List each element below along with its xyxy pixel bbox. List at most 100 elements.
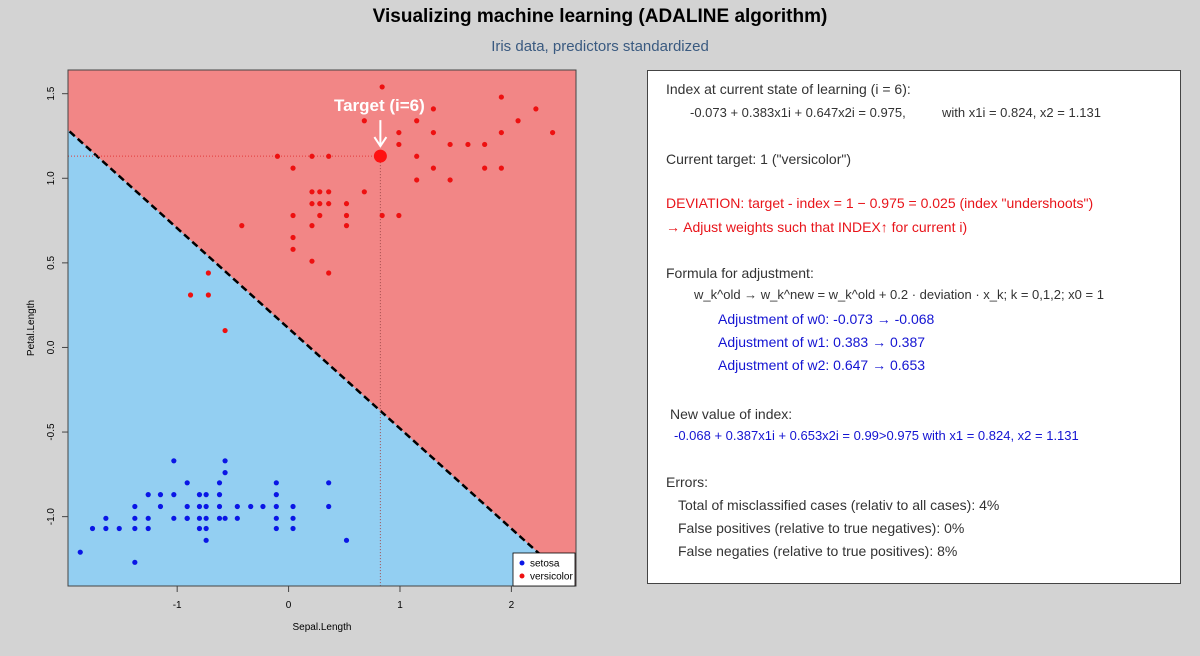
setosa-point — [343, 537, 350, 543]
setosa-point — [222, 470, 228, 476]
versicolor-point — [361, 118, 367, 124]
setosa-point — [273, 503, 279, 510]
adjustment-formula: w_k^old → w_k^new = w_k^old + 0.2 · devi… — [694, 287, 1104, 302]
legend-label-setosa: setosa — [530, 559, 560, 570]
versicolor-point — [396, 212, 402, 219]
versicolor-point — [343, 212, 350, 219]
setosa-point — [222, 515, 228, 521]
target-arrow — [373, 120, 388, 148]
versicolor-point — [343, 201, 350, 207]
setosa-point — [248, 503, 254, 510]
setosa-point — [157, 503, 164, 510]
setosa-point — [216, 515, 223, 521]
setosa-point — [184, 515, 190, 521]
errors-heading: Errors: — [666, 474, 708, 490]
versicolor-point — [205, 292, 211, 298]
versicolor-point — [274, 153, 281, 159]
setosa-point — [196, 515, 203, 521]
setosa-point — [171, 492, 177, 498]
legend-box — [512, 552, 576, 587]
versicolor-point — [326, 153, 332, 159]
versicolor-point — [326, 270, 332, 276]
index-with-values: with x1i = 0.824, x2 = 1.131 — [942, 105, 1101, 120]
scatter-plot: Target (i=6) -1 0 1 2 -1.0 -0.5 0.0 0.5 1.0 1.5 S… — [26, 69, 577, 633]
setosa-point — [203, 537, 209, 543]
target-label: Target (i=6) — [334, 96, 425, 115]
versicolor-point — [326, 201, 332, 207]
y-tick-label: 0.0 — [46, 340, 57, 354]
versicolor-point — [550, 129, 556, 136]
versicolor-point — [326, 189, 332, 195]
setosa-point — [132, 503, 138, 510]
setosa-point — [132, 515, 138, 521]
versicolor-point — [379, 212, 385, 219]
versicolor-point — [343, 223, 350, 229]
legend-marker-versicolor — [519, 573, 525, 579]
setosa-point — [196, 492, 203, 498]
x-tick-label: 1 — [397, 600, 403, 611]
setosa-point — [273, 525, 279, 532]
y-tick-label: -1.0 — [46, 508, 57, 526]
versicolor-point — [414, 118, 420, 124]
current-target: Current target: 1 ("versicolor") — [666, 151, 851, 167]
setosa-point — [145, 515, 151, 521]
setosa-point — [77, 549, 83, 555]
versicolor-point — [187, 292, 194, 298]
error-false-negatives: False negaties (relative to true positiv… — [678, 543, 958, 559]
x-tick-label: 0 — [286, 600, 292, 611]
y-tick-label: 1.0 — [46, 171, 57, 185]
setosa-point — [196, 525, 203, 532]
legend: setosa versicolor — [512, 552, 576, 587]
setosa-point — [157, 492, 164, 498]
setosa-point — [216, 492, 223, 498]
x-tick-label: 2 — [509, 600, 515, 611]
x-tick-label: -1 — [173, 600, 182, 611]
setosa-point — [171, 515, 177, 521]
legend-label-versicolor: versicolor — [530, 572, 573, 583]
versicolor-point — [309, 223, 315, 229]
setosa-point — [234, 515, 240, 521]
x-axis-label: Sepal.Length — [293, 622, 352, 633]
learning-info-panel: Index at current state of learning (i = … — [647, 70, 1181, 584]
setosa-point — [203, 525, 209, 532]
versicolor-point — [447, 141, 453, 148]
versicolor-point — [290, 246, 296, 252]
setosa-point — [89, 525, 96, 532]
versicolor-point — [396, 129, 402, 136]
setosa-point — [234, 503, 240, 510]
versicolor-point — [482, 165, 488, 171]
setosa-point — [184, 503, 190, 510]
versicolor-point — [396, 141, 402, 148]
setosa-point — [184, 480, 190, 486]
versicolor-point — [309, 201, 315, 207]
error-false-positives: False positives (relative to true negati… — [678, 520, 965, 536]
plot-frame — [67, 69, 577, 587]
setosa-point — [132, 559, 138, 565]
target-point — [373, 149, 387, 163]
setosa-point — [196, 503, 203, 510]
adjust-note: → Adjust weights such that INDEX↑ for cu… — [666, 219, 968, 235]
versicolor-point — [430, 106, 437, 112]
versicolor-point — [309, 153, 315, 159]
y-axis-label: Petal.Length — [26, 300, 37, 356]
versicolor-point — [498, 165, 504, 171]
versicolor-point — [239, 223, 245, 229]
setosa-point — [103, 525, 109, 532]
legend-marker-setosa — [519, 560, 525, 566]
setosa-point — [203, 492, 209, 498]
setosa-point — [171, 458, 177, 464]
versicolor-point — [290, 212, 296, 219]
setosa-point — [326, 503, 332, 510]
setosa-point — [290, 525, 296, 532]
versicolor-point — [498, 94, 504, 100]
versicolor-point — [498, 129, 504, 136]
chart-title: Visualizing machine learning (ADALINE al… — [372, 6, 828, 27]
setosa-point — [216, 503, 223, 510]
setosa-point — [203, 515, 209, 521]
setosa-point — [145, 492, 151, 498]
new-index-heading: New value of index: — [670, 406, 793, 422]
y-tick-label: 0.5 — [46, 255, 57, 269]
versicolor-point — [379, 84, 385, 90]
setosa-point — [273, 480, 279, 486]
setosa-point — [216, 480, 223, 486]
